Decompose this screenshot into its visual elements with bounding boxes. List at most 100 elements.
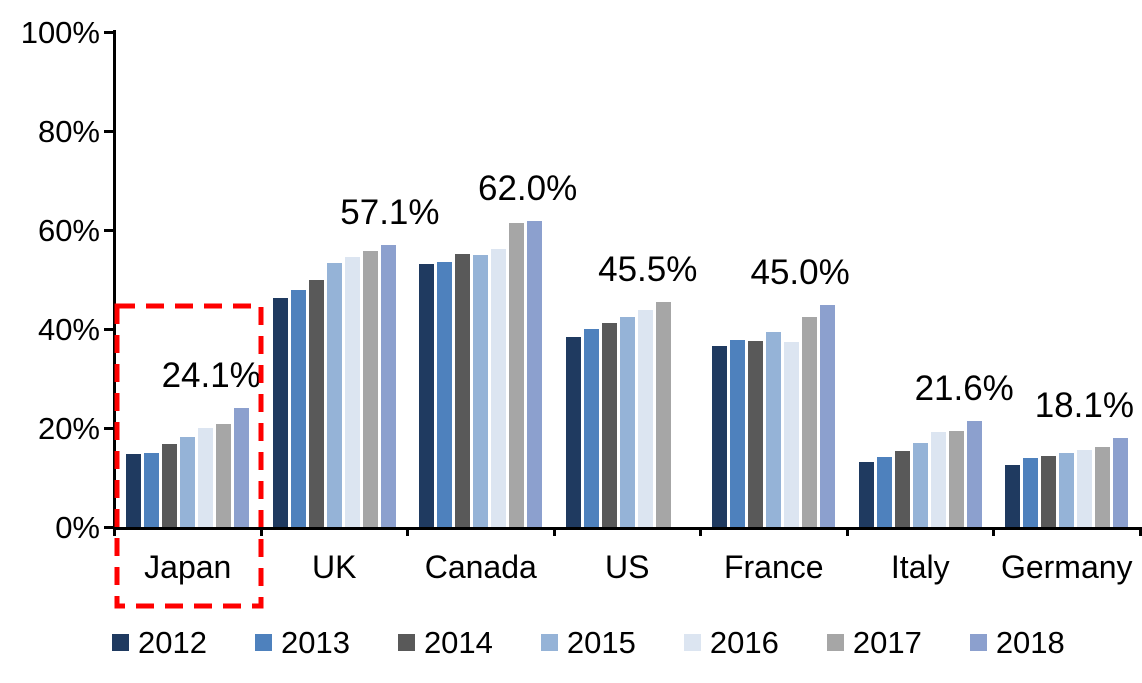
bar-germany-2013 — [1023, 458, 1039, 528]
bar-france-2015 — [766, 332, 782, 528]
legend-item-2013: 2013 — [254, 625, 350, 660]
legend-label-2015: 2015 — [566, 625, 636, 660]
category-label-germany: Germany — [1000, 549, 1133, 585]
bar-france-2018 — [820, 304, 836, 528]
legend-item-2017: 2017 — [826, 625, 922, 660]
x-axis-tick — [845, 527, 849, 536]
bar-france-2017 — [802, 316, 818, 528]
bar-us-2013 — [583, 328, 599, 528]
bar-germany-2018 — [1113, 437, 1129, 528]
category-label-japan: Japan — [144, 549, 232, 585]
legend-swatch-2015 — [540, 634, 558, 651]
bar-japan-2014 — [162, 444, 178, 528]
bar-canada-2012 — [419, 264, 435, 528]
bar-france-2014 — [748, 340, 764, 528]
bar-japan-2015 — [180, 437, 196, 528]
bar-uk-2012 — [272, 298, 288, 528]
bar-japan-2016 — [198, 428, 214, 528]
bar-canada-2015 — [473, 255, 489, 528]
y-axis-label: 0% — [55, 509, 100, 545]
y-axis-label: 40% — [37, 311, 100, 347]
bar-uk-2013 — [290, 289, 306, 528]
legend-swatch-2018 — [969, 634, 987, 651]
legend-swatch-2012 — [112, 634, 129, 651]
data-label-japan: 24.1% — [161, 356, 261, 396]
bar-canada-2013 — [437, 261, 453, 528]
y-axis-label: 20% — [37, 410, 100, 446]
y-axis-tick — [104, 130, 115, 133]
bar-uk-2014 — [308, 279, 324, 528]
y-axis-label: 80% — [37, 113, 100, 149]
data-label-us: 45.5% — [598, 250, 698, 290]
bar-italy-2014 — [894, 451, 910, 528]
x-axis-tick — [1138, 527, 1142, 536]
bar-us-2015 — [619, 317, 635, 528]
category-label-uk: UK — [312, 549, 357, 585]
legend-label-2013: 2013 — [280, 625, 350, 660]
y-axis-label: 100% — [20, 14, 100, 50]
y-axis-line — [113, 30, 116, 530]
x-axis-tick — [406, 527, 409, 536]
legend-item-2014: 2014 — [397, 625, 493, 660]
bar-italy-2015 — [912, 443, 928, 528]
legend-label-2014: 2014 — [423, 625, 493, 660]
legend: 2012 2013 2014 2015 2016 2017 2018 — [112, 627, 1065, 658]
data-label-germany: 18.1% — [1034, 385, 1134, 425]
bar-canada-2014 — [455, 254, 471, 528]
bar-germany-2014 — [1041, 455, 1057, 528]
bar-germany-2017 — [1095, 447, 1111, 528]
bar-japan-2018 — [234, 408, 250, 528]
bar-us-2016 — [637, 310, 653, 528]
x-axis-tick — [699, 527, 702, 536]
data-label-italy: 21.6% — [914, 368, 1014, 408]
y-axis-tick — [104, 427, 115, 430]
legend-item-2018: 2018 — [969, 625, 1065, 660]
bar-italy-2017 — [948, 431, 964, 528]
legend-swatch-2017 — [826, 634, 844, 651]
y-axis-tick — [104, 31, 115, 34]
bar-germany-2015 — [1059, 453, 1075, 528]
bar-canada-2017 — [509, 223, 525, 528]
bar-us-2012 — [565, 337, 581, 528]
legend-label-2012: 2012 — [138, 625, 207, 660]
y-axis-tick — [104, 229, 115, 232]
data-label-canada: 62.0% — [478, 168, 578, 208]
legend-label-2018: 2018 — [995, 625, 1065, 660]
data-label-uk: 57.1% — [340, 192, 440, 232]
bar-uk-2015 — [326, 262, 342, 528]
bar-france-2012 — [712, 346, 728, 528]
bar-japan-2012 — [126, 453, 142, 528]
bar-italy-2012 — [858, 461, 874, 528]
bar-germany-2016 — [1077, 450, 1093, 528]
y-axis-tick — [104, 328, 115, 331]
category-label-france: France — [723, 549, 824, 585]
legend-swatch-2013 — [254, 634, 272, 651]
bar-france-2013 — [730, 340, 746, 528]
bar-france-2016 — [784, 342, 800, 528]
category-label-canada: Canada — [424, 549, 537, 585]
x-axis-tick — [552, 527, 556, 536]
bar-uk-2016 — [344, 256, 360, 528]
y-axis-label: 60% — [37, 212, 100, 248]
bar-italy-2016 — [930, 432, 946, 528]
bar-japan-2017 — [216, 423, 232, 528]
x-axis-line — [113, 527, 1140, 530]
bar-canada-2018 — [527, 220, 543, 528]
legend-label-2017: 2017 — [852, 625, 922, 660]
legend-label-2016: 2016 — [709, 625, 779, 660]
legend-item-2016: 2016 — [683, 625, 779, 660]
data-label-france: 45.0% — [750, 252, 850, 292]
category-label-italy: Italy — [890, 549, 950, 585]
legend-swatch-2016 — [683, 634, 701, 651]
bar-germany-2012 — [1005, 465, 1021, 528]
x-axis-tick — [992, 527, 995, 536]
category-label-us: US — [605, 549, 650, 585]
bar-uk-2017 — [362, 251, 378, 528]
bar-italy-2013 — [876, 457, 892, 528]
bar-canada-2016 — [491, 248, 507, 528]
bar-us-2014 — [601, 323, 617, 528]
y-axis-tick — [104, 526, 115, 529]
bar-us-2017 — [655, 302, 671, 528]
bar-japan-2013 — [144, 453, 160, 528]
